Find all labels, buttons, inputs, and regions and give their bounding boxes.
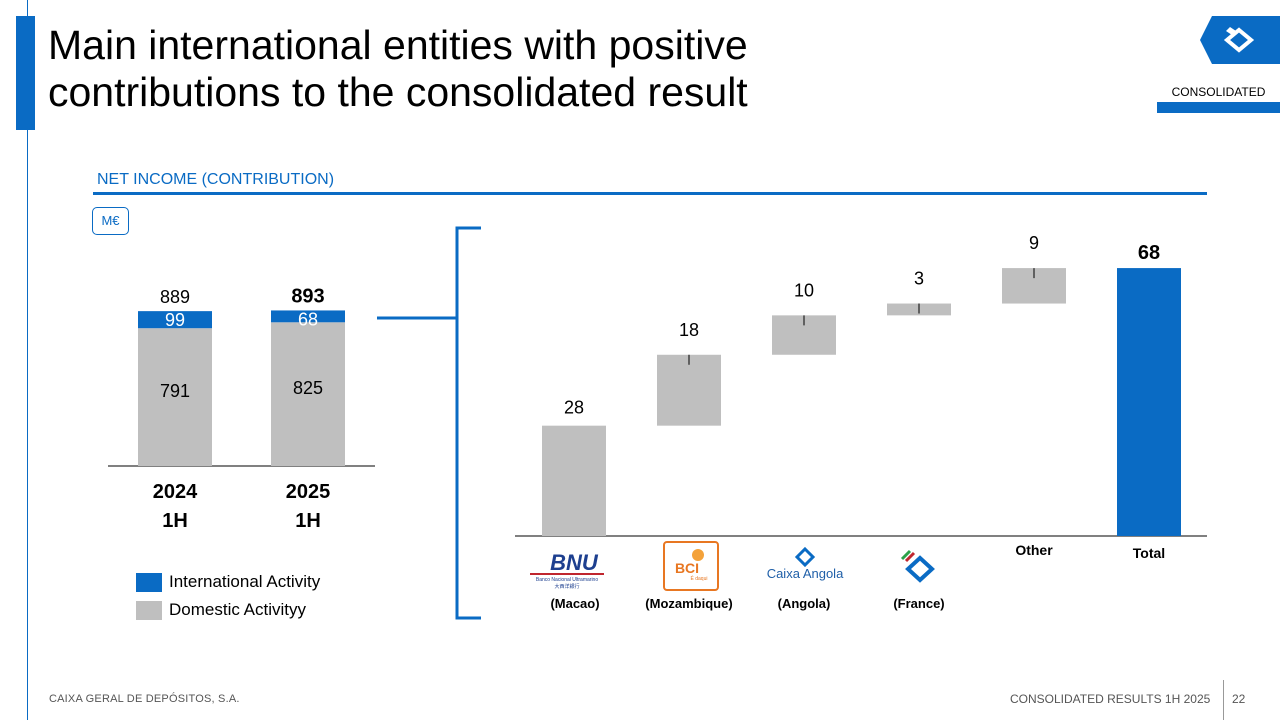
waterfall-bar-macao (542, 425, 606, 536)
category-label-mozambique: (Mozambique) (645, 596, 733, 611)
legend-swatch-domestic (136, 600, 162, 620)
section-title: NET INCOME (CONTRIBUTION) (97, 171, 335, 188)
category-label-macao: (Macao) (550, 596, 600, 611)
value-label-other: 9 (1029, 233, 1039, 253)
bar-international-2025 (271, 310, 345, 323)
caixa-angola-logo: Caixa Angola (767, 546, 844, 581)
bnu-logo-chinese: 大西洋銀行 (554, 583, 579, 590)
category-label-angola: (Angola) (777, 596, 831, 611)
legend-label-international: International Activity (169, 572, 321, 591)
footer-report-title: CONSOLIDATED RESULTS 1H 2025 (1010, 692, 1211, 706)
left-margin-rule (27, 0, 28, 720)
bar-international-2024 (138, 311, 212, 329)
chart-legend: International Activity Domestic Activity… (136, 568, 320, 624)
bnu-logo-text: BNU (550, 550, 599, 575)
legend-item-international: International Activity (136, 568, 320, 596)
value-label-domestic-2025: 825 (293, 378, 323, 398)
page-number: 22 (1232, 692, 1246, 706)
legend-item-domestic: Domestic Activityy (136, 596, 320, 624)
legend-swatch-international (136, 572, 162, 592)
scope-label: CONSOLIDATED (1171, 85, 1266, 99)
waterfall-bar-total (1117, 268, 1181, 536)
slide-title: Main international entities with positiv… (48, 22, 948, 116)
footer-company: CAIXA GERAL DE DEPÓSITOS, S.A. (49, 693, 240, 705)
slide-title-line-1: Main international entities with positiv… (48, 22, 748, 68)
value-label-international-2025: 68 (298, 309, 318, 329)
slide-title-line-2: contributions to the consolidated result (48, 69, 748, 115)
footer-separator (1223, 680, 1224, 720)
value-label-macao: 28 (564, 398, 584, 418)
caixa-angola-symbol-icon (794, 546, 816, 568)
value-label-angola: 10 (794, 280, 814, 300)
scope-bar (1157, 102, 1280, 113)
bar-domestic-2024 (138, 328, 212, 466)
bci-logo-text: BCI (675, 560, 699, 576)
caixa-angola-logo-text: Caixa Angola (767, 566, 844, 581)
value-label-total: 68 (1138, 242, 1160, 264)
category-label-total: Total (1133, 545, 1165, 561)
x-tick-label-period-2025: 1H (295, 510, 321, 532)
cgd-symbol-icon (1223, 27, 1255, 53)
bnu-logo-subtext: Banco Nacional Ultramarino (536, 577, 598, 583)
total-label-2024: 889 (160, 287, 190, 307)
cgd-france-symbol-icon (905, 555, 935, 583)
legend-label-domestic: Domestic Activityy (169, 600, 306, 619)
section-rule (93, 192, 1207, 195)
x-tick-label-year-2024: 2024 (153, 481, 198, 503)
value-label-mozambique: 18 (679, 320, 699, 340)
bnu-logo: BNU Banco Nacional Ultramarino 大西洋銀行 (530, 550, 604, 590)
bar-domestic-2025 (271, 322, 345, 466)
bci-logo: BCI É daqui (663, 541, 719, 591)
category-label-france: (France) (893, 596, 945, 611)
category-label-other: Other (1015, 542, 1053, 558)
unit-badge: M€ (92, 207, 129, 235)
value-label-domestic-2024: 791 (160, 381, 190, 401)
bracket-line (455, 226, 481, 620)
bci-logo-tagline: É daqui (691, 575, 708, 582)
title-accent-bar (16, 16, 35, 130)
value-label-france: 3 (914, 269, 924, 289)
x-tick-label-year-2025: 2025 (286, 481, 331, 503)
x-tick-label-period-2024: 1H (162, 510, 188, 532)
cgd-logo (1200, 16, 1280, 64)
total-label-2025: 893 (291, 285, 324, 307)
waterfall-bar-mozambique (657, 354, 721, 426)
value-label-international-2024: 99 (165, 310, 185, 330)
cgd-france-logo (900, 549, 935, 583)
